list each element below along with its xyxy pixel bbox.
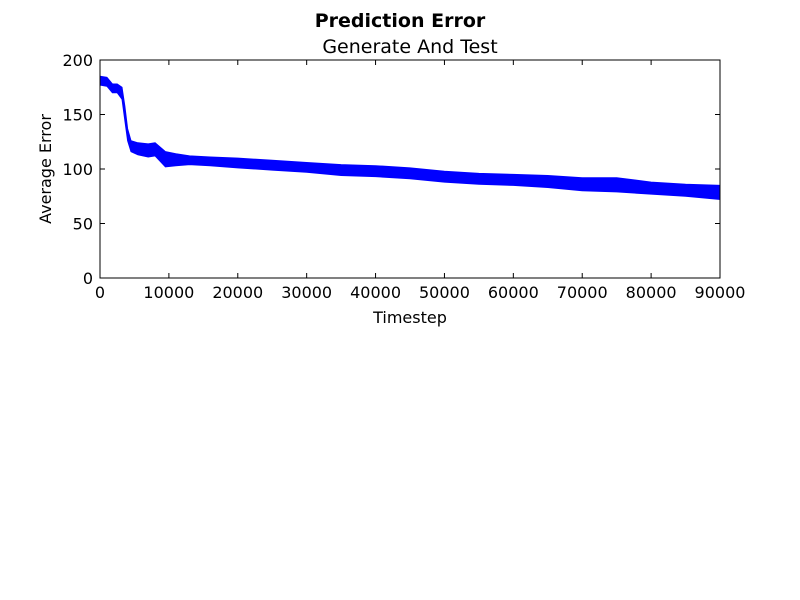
x-tick-label: 10000 — [143, 283, 194, 302]
chart-suptitle: Prediction Error — [315, 10, 486, 32]
x-tick-label: 0 — [95, 283, 105, 302]
x-axis: 0 10000 20000 30000 40000 50000 60000 70000 8000… — [95, 60, 746, 302]
series-line-0 — [99, 79, 721, 193]
x-tick-label: 20000 — [212, 283, 263, 302]
chart-title: Generate And Test — [322, 36, 497, 58]
y-tick-label: 0 — [83, 269, 93, 288]
plot-area — [99, 75, 721, 201]
y-axis-label: Average Error — [36, 114, 55, 224]
x-tick-label: 50000 — [419, 283, 470, 302]
y-tick-label: 200 — [62, 51, 93, 70]
x-tick-label: 30000 — [281, 283, 332, 302]
y-tick-label: 100 — [62, 160, 93, 179]
x-tick-label: 80000 — [626, 283, 677, 302]
y-tick-label: 150 — [62, 106, 93, 125]
x-axis-label: Timestep — [372, 308, 447, 327]
y-tick-label: 50 — [73, 215, 93, 234]
x-tick-label: 70000 — [557, 283, 608, 302]
y-axis: 0 50 100 150 200 — [62, 51, 720, 288]
x-tick-label: 60000 — [488, 283, 539, 302]
x-tick-label: 90000 — [695, 283, 746, 302]
x-tick-label: 40000 — [350, 283, 401, 302]
series-band-0 — [99, 75, 721, 201]
